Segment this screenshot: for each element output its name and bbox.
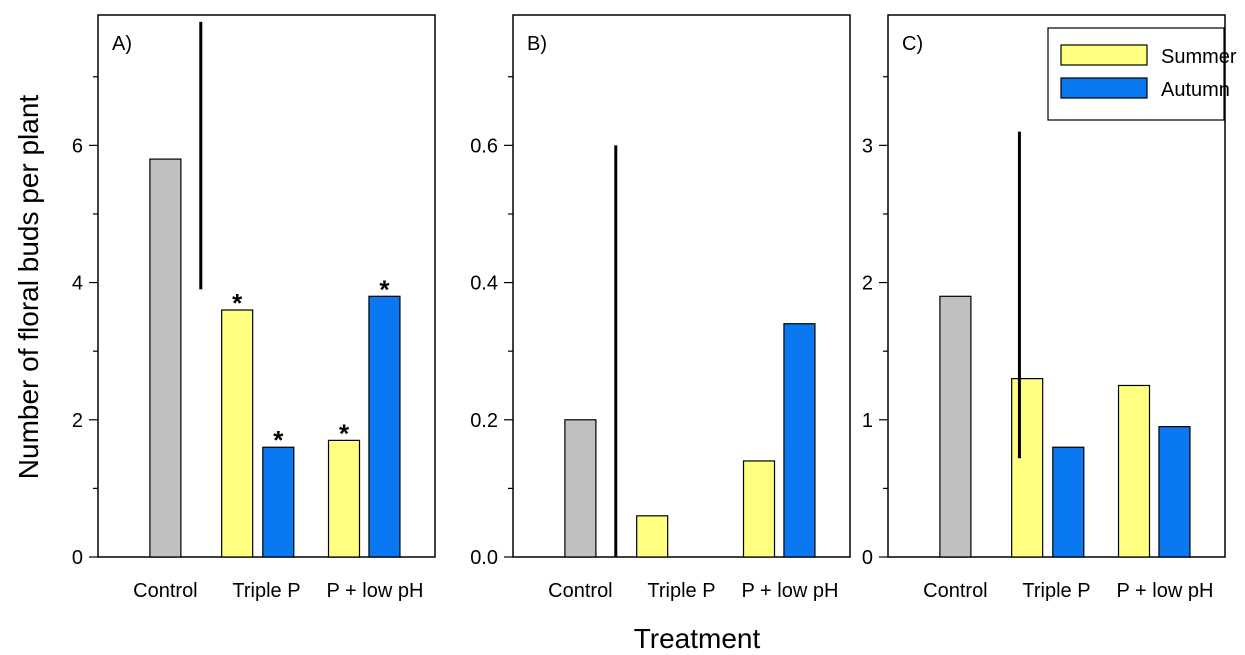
bar-summer [221,309,254,558]
y-tick-label: 2 [72,410,83,432]
x-category-label: Control [548,580,612,602]
x-category-label: Control [923,580,987,602]
x-category-label: Triple P [647,580,715,602]
bar-control [939,295,972,558]
panel-label: B) [527,33,547,55]
chart-panel-b: 0.0 0.2 0.4 0.6 Control Triple P P + low pH B) [470,14,851,602]
y-tick-label: 1 [862,410,873,432]
bar-summer [742,460,776,558]
panel-label: C) [902,33,923,55]
bar-autumn [1158,426,1191,558]
x-axis-title: Treatment [634,623,761,654]
bar-autumn [368,295,401,558]
significance-star: * [379,274,390,304]
y-tick-label: 6 [72,135,83,157]
bar-autumn [262,446,295,558]
bar-summer [327,439,361,558]
x-category-label: Triple P [1022,580,1090,602]
legend-label-summer: Summer [1161,46,1237,68]
legend-label-autumn: Autumn [1161,79,1230,101]
bar-control [564,419,597,558]
significance-star: * [273,425,284,455]
bar-summer [636,515,669,558]
y-axis-title: Number of floral buds per plant [13,95,44,480]
y-tick-label: 0.6 [470,135,498,157]
legend: Summer Autumn [1047,27,1237,121]
y-tick-label: 2 [862,273,873,295]
y-tick-label: 0 [72,547,83,569]
x-category-label: Control [133,580,197,602]
bar-control [149,158,182,558]
significance-star: * [232,288,243,318]
bar-summer [1117,384,1151,558]
legend-swatch-summer [1060,44,1148,66]
x-category-label: P + low pH [742,580,839,602]
x-category-label: P + low pH [327,580,424,602]
bar-autumn [1052,446,1085,558]
panel-label: A) [112,33,132,55]
x-category-label: Triple P [232,580,300,602]
chart-panel-a: 0 2 4 6 Control Triple P P + low pH * * * * A) [72,14,436,602]
bar-autumn [783,323,816,558]
y-tick-label: 4 [72,273,83,295]
x-category-label: P + low pH [1117,580,1214,602]
y-tick-label: 0 [862,547,873,569]
legend-swatch-autumn [1060,77,1148,99]
y-tick-label: 0.4 [470,273,498,295]
y-tick-label: 3 [862,135,873,157]
significance-star: * [339,418,350,448]
legend-box [1047,27,1225,121]
plot-frame [512,14,851,558]
bar-summer [1011,378,1044,558]
chart-panel-c: 0 1 2 3 Control Triple P P + low pH C) [862,14,1226,602]
y-tick-label: 0.2 [470,410,498,432]
y-tick-label: 0.0 [470,547,498,569]
